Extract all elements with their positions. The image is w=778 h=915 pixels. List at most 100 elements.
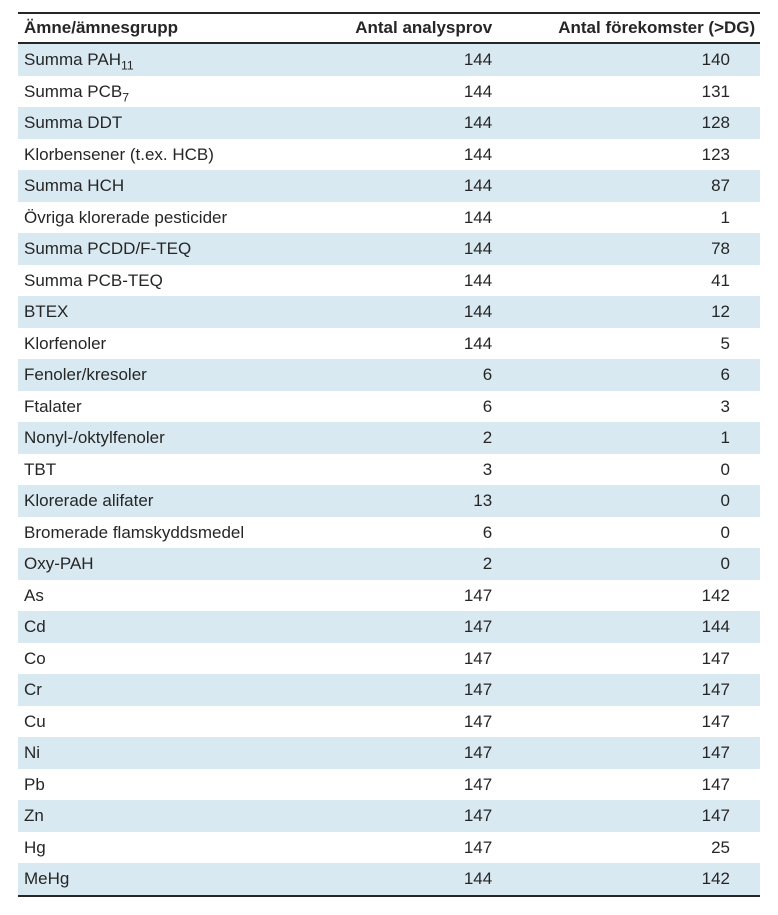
cell-samples: 144 xyxy=(344,265,552,297)
table-row: MeHg 144142 xyxy=(18,863,760,896)
cell-occurrences: 147 xyxy=(552,769,760,801)
cell-occurrences: 0 xyxy=(552,517,760,549)
substance-label: Klorfenoler xyxy=(24,334,106,353)
table-row: Klorerade alifater130 xyxy=(18,485,760,517)
cell-samples: 147 xyxy=(344,832,552,864)
table-row: Summa PCB-TEQ14441 xyxy=(18,265,760,297)
substance-label: Oxy-PAH xyxy=(24,554,94,573)
cell-samples: 144 xyxy=(344,170,552,202)
substance-label: Bromerade flamskyddsmedel xyxy=(24,523,244,542)
cell-substance: Oxy-PAH xyxy=(18,548,344,580)
substance-label: Pb xyxy=(24,775,45,794)
cell-occurrences: 1 xyxy=(552,202,760,234)
cell-occurrences: 0 xyxy=(552,454,760,486)
substance-label: Zn xyxy=(24,806,44,825)
cell-occurrences: 131 xyxy=(552,76,760,108)
cell-samples: 144 xyxy=(344,296,552,328)
cell-occurrences: 147 xyxy=(552,706,760,738)
cell-occurrences: 142 xyxy=(552,580,760,612)
cell-occurrences: 78 xyxy=(552,233,760,265)
cell-substance: MeHg xyxy=(18,863,344,896)
substance-label: Cr xyxy=(24,680,42,699)
cell-occurrences: 25 xyxy=(552,832,760,864)
cell-occurrences: 3 xyxy=(552,391,760,423)
table-row: Fenoler/kresoler66 xyxy=(18,359,760,391)
table-row: Cr147147 xyxy=(18,674,760,706)
table-row: TBT30 xyxy=(18,454,760,486)
cell-occurrences: 142 xyxy=(552,863,760,896)
cell-occurrences: 0 xyxy=(552,548,760,580)
table-row: Klorbensener (t.ex. HCB)144123 xyxy=(18,139,760,171)
cell-samples: 6 xyxy=(344,359,552,391)
table-body: Summa PAH11144140Summa PCB7144131Summa D… xyxy=(18,43,760,896)
substance-label: Summa PCB-TEQ xyxy=(24,271,163,290)
cell-substance: TBT xyxy=(18,454,344,486)
cell-substance: Cr xyxy=(18,674,344,706)
cell-occurrences: 87 xyxy=(552,170,760,202)
substance-label: Cd xyxy=(24,617,46,636)
cell-occurrences: 147 xyxy=(552,674,760,706)
substance-label: BTEX xyxy=(24,302,68,321)
cell-samples: 147 xyxy=(344,800,552,832)
substance-label: Summa PAH xyxy=(24,50,121,69)
table-container: Ämne/ämnesgrupp Antal analysprov Antal f… xyxy=(0,0,778,915)
substance-label: MeHg xyxy=(24,869,69,888)
cell-substance: Cd xyxy=(18,611,344,643)
table-row: Co 147147 xyxy=(18,643,760,675)
cell-samples: 147 xyxy=(344,611,552,643)
table-row: As147142 xyxy=(18,580,760,612)
cell-samples: 144 xyxy=(344,328,552,360)
cell-substance: Summa PCB-TEQ xyxy=(18,265,344,297)
cell-samples: 144 xyxy=(344,43,552,76)
cell-samples: 6 xyxy=(344,391,552,423)
table-row: Pb147147 xyxy=(18,769,760,801)
table-row: Nonyl-/oktylfenoler21 xyxy=(18,422,760,454)
cell-samples: 144 xyxy=(344,202,552,234)
table-row: Zn 147147 xyxy=(18,800,760,832)
cell-samples: 147 xyxy=(344,706,552,738)
cell-samples: 147 xyxy=(344,643,552,675)
cell-substance: Summa HCH xyxy=(18,170,344,202)
cell-occurrences: 147 xyxy=(552,643,760,675)
cell-occurrences: 144 xyxy=(552,611,760,643)
cell-occurrences: 147 xyxy=(552,800,760,832)
cell-substance: Cu xyxy=(18,706,344,738)
substance-label: Cu xyxy=(24,712,46,731)
table-row: Cd 147144 xyxy=(18,611,760,643)
table-row: Summa PAH11144140 xyxy=(18,43,760,76)
table-row: Ftalater 63 xyxy=(18,391,760,423)
cell-samples: 144 xyxy=(344,107,552,139)
cell-samples: 6 xyxy=(344,517,552,549)
cell-substance: Summa PCDD/F-TEQ xyxy=(18,233,344,265)
table-row: Summa PCDD/F-TEQ14478 xyxy=(18,233,760,265)
table-row: Övriga klorerade pesticider1441 xyxy=(18,202,760,234)
cell-occurrences: 140 xyxy=(552,43,760,76)
cell-samples: 144 xyxy=(344,233,552,265)
cell-substance: Klorbensener (t.ex. HCB) xyxy=(18,139,344,171)
cell-samples: 2 xyxy=(344,422,552,454)
table-row: Summa PCB7144131 xyxy=(18,76,760,108)
substance-label: Ftalater xyxy=(24,397,82,416)
table-header: Ämne/ämnesgrupp Antal analysprov Antal f… xyxy=(18,13,760,43)
table-row: Bromerade flamskyddsmedel 60 xyxy=(18,517,760,549)
substance-subscript: 7 xyxy=(122,90,129,104)
cell-samples: 13 xyxy=(344,485,552,517)
col-header-occurrences: Antal förekomster (>DG) xyxy=(552,13,760,43)
col-header-substance: Ämne/ämnesgrupp xyxy=(18,13,344,43)
substance-label: Co xyxy=(24,649,46,668)
substance-label: Summa DDT xyxy=(24,113,122,132)
cell-substance: Klorfenoler xyxy=(18,328,344,360)
cell-substance: Pb xyxy=(18,769,344,801)
substance-label: Summa PCB xyxy=(24,82,122,101)
table-row: Oxy-PAH20 xyxy=(18,548,760,580)
cell-occurrences: 5 xyxy=(552,328,760,360)
cell-occurrences: 123 xyxy=(552,139,760,171)
cell-substance: Nonyl-/oktylfenoler xyxy=(18,422,344,454)
table-row: Cu 147147 xyxy=(18,706,760,738)
cell-samples: 144 xyxy=(344,863,552,896)
header-row: Ämne/ämnesgrupp Antal analysprov Antal f… xyxy=(18,13,760,43)
table-row: Hg 14725 xyxy=(18,832,760,864)
table-row: Summa DDT144128 xyxy=(18,107,760,139)
cell-occurrences: 0 xyxy=(552,485,760,517)
substance-label: Hg xyxy=(24,838,46,857)
